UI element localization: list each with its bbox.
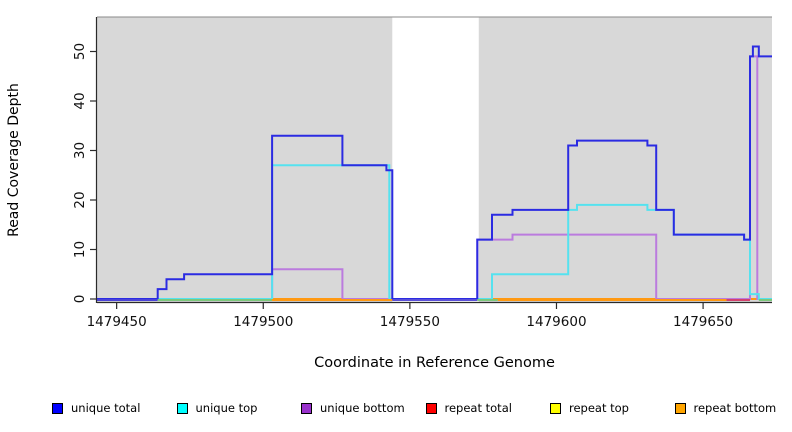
- legend-swatch: [674, 402, 686, 414]
- legend-item-unique-total: unique total: [52, 399, 140, 417]
- legend-swatch: [301, 402, 312, 414]
- x-tick-label: 1479550: [380, 314, 440, 330]
- legend-swatch: [176, 402, 188, 414]
- legend-label: repeat bottom: [693, 401, 777, 415]
- x-tick-label: 1479500: [233, 314, 293, 330]
- covered-region-right: [478, 17, 772, 302]
- legend: unique total unique top unique bottom repea…: [0, 399, 792, 423]
- legend-label: unique bottom: [320, 401, 405, 415]
- legend-swatch: [550, 402, 561, 414]
- y-tick-label: 40: [72, 92, 88, 109]
- legend-label: unique top: [195, 401, 258, 415]
- axes: 1479450 1479500 1479550 1479600 1479650 0 10 20…: [72, 17, 772, 330]
- y-tick-label: 30: [72, 142, 88, 159]
- x-tick-label: 1479600: [526, 314, 586, 330]
- y-tick-label: 20: [72, 191, 88, 208]
- legend-label: repeat total: [444, 401, 512, 415]
- legend-item-repeat-top: repeat top: [550, 399, 629, 417]
- series-unique-total: [97, 45, 772, 300]
- legend-item-repeat-total: repeat total: [425, 399, 512, 417]
- y-tick-label: 0: [72, 295, 88, 304]
- series-unique-top: [97, 164, 772, 300]
- y-tick-label: 10: [72, 241, 88, 258]
- x-axis-title: Coordinate in Reference Genome: [314, 355, 555, 371]
- covered-region-left: [97, 17, 393, 302]
- y-axis-title: Read Coverage Depth: [6, 83, 22, 237]
- legend-label: repeat top: [569, 401, 629, 415]
- legend-label: unique total: [71, 401, 141, 415]
- legend-swatch: [425, 402, 437, 414]
- legend-swatch: [52, 402, 63, 414]
- x-tick-label: 1479650: [673, 314, 733, 330]
- legend-item-repeat-bottom: repeat bottom: [674, 399, 777, 417]
- x-tick-label: 1479450: [87, 314, 147, 330]
- plot-background: [97, 16, 772, 302]
- legend-item-unique-top: unique top: [176, 399, 258, 417]
- y-tick-label: 50: [72, 43, 88, 60]
- legend-item-unique-bottom: unique bottom: [301, 399, 405, 417]
